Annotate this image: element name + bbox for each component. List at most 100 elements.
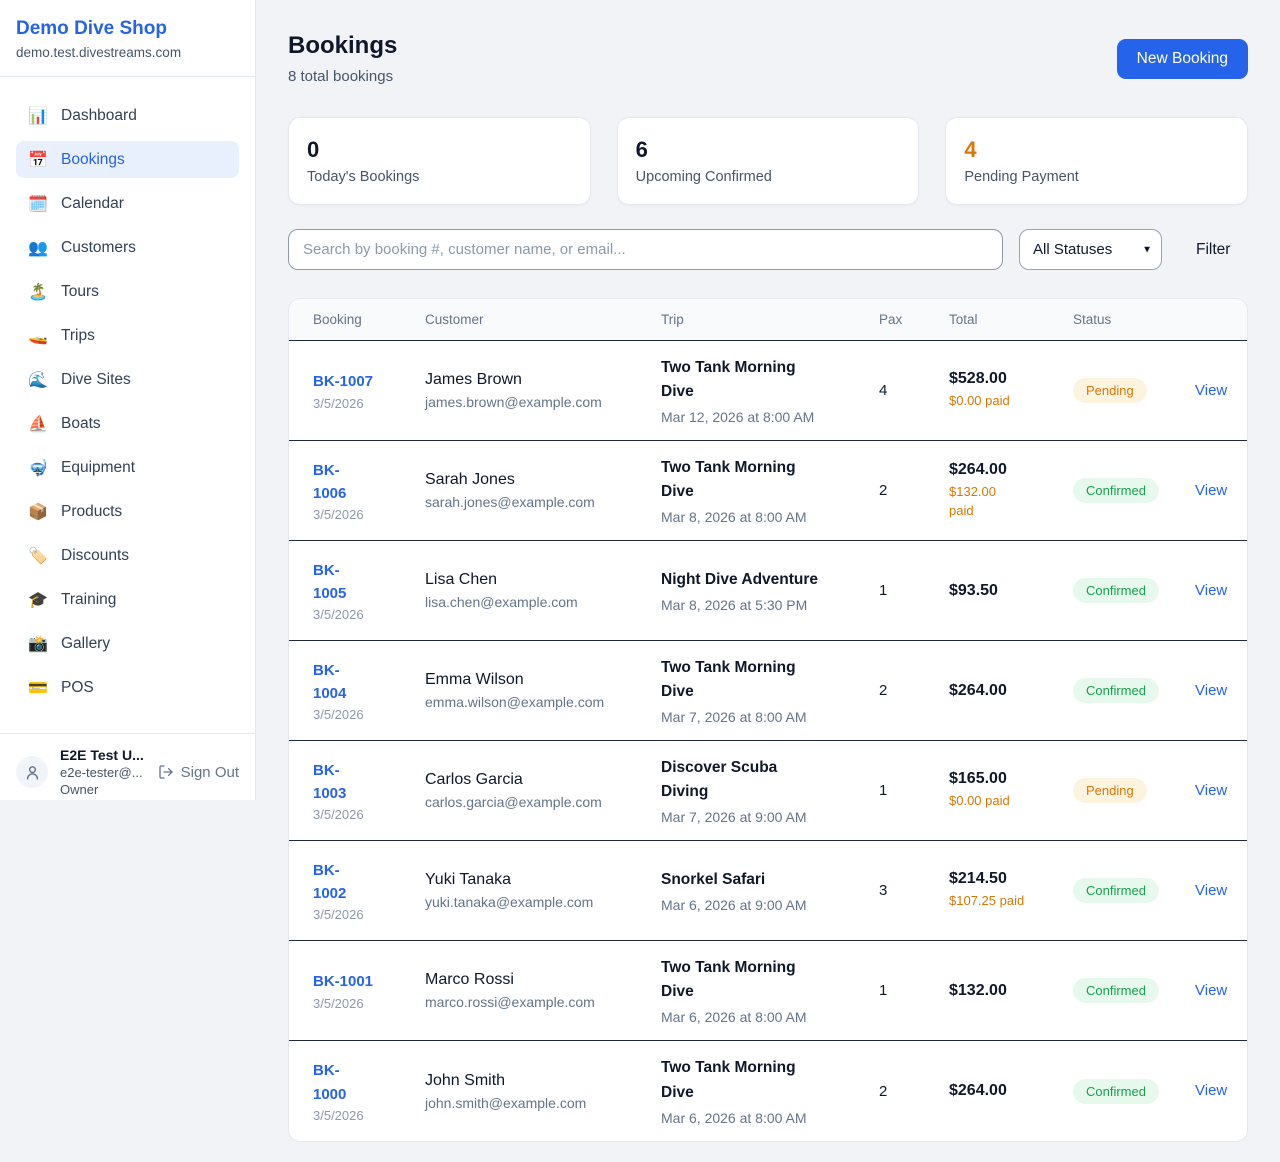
total-cell: $165.00 $0.00 paid: [949, 770, 1073, 811]
stat-value: 6: [635, 137, 648, 162]
view-link[interactable]: View: [1195, 381, 1228, 399]
view-link[interactable]: View: [1195, 881, 1228, 899]
status-badge: Confirmed: [1073, 478, 1159, 503]
total-amount: $132.00: [949, 981, 1007, 999]
sidebar-item-dive-sites[interactable]: 🌊 Dive Sites: [16, 361, 239, 398]
booking-id-link[interactable]: BK- 1000: [313, 1062, 347, 1103]
booking-id-link[interactable]: BK- 1002: [313, 861, 347, 902]
sidebar-item-pos[interactable]: 💳 POS: [16, 669, 239, 706]
booking-cell: BK-1007 3/5/2026: [313, 370, 425, 410]
trip-datetime: Mar 6, 2026 at 9:00 AM: [661, 897, 807, 913]
booking-id-link[interactable]: BK- 1004: [313, 661, 347, 702]
trip-datetime: Mar 6, 2026 at 8:00 AM: [661, 1009, 807, 1026]
view-link[interactable]: View: [1195, 481, 1228, 499]
actions-cell: View: [1195, 782, 1227, 800]
trip-name: Two Tank Morning Dive: [661, 958, 796, 1000]
filter-button[interactable]: Filter: [1196, 240, 1231, 258]
status-cell: Confirmed: [1073, 678, 1195, 703]
sidebar-item-label: Customers: [61, 238, 136, 256]
sidebar-item-label: Tours: [61, 282, 99, 300]
sidebar-nav: 📊 Dashboard 📅 Bookings 🗓️ Calendar 👥 Cus…: [0, 77, 255, 733]
customer-email: yuki.tanaka@example.com: [425, 894, 594, 910]
trip-name: Two Tank Morning Dive: [661, 458, 796, 500]
customer-email: marco.rossi@example.com: [425, 994, 595, 1010]
new-booking-button[interactable]: New Booking: [1116, 39, 1248, 79]
booking-id-link[interactable]: BK-1001: [313, 973, 374, 991]
view-link[interactable]: View: [1195, 1082, 1228, 1099]
total-cell: $264.00: [949, 682, 1073, 700]
booking-cell: BK- 1002 3/5/2026: [313, 859, 425, 923]
column-header-booking: Booking: [313, 312, 362, 327]
sidebar-item-tours[interactable]: 🏝️ Tours: [16, 273, 239, 310]
booking-id-link[interactable]: BK- 1006: [313, 461, 347, 502]
booking-id-link[interactable]: BK- 1005: [313, 561, 347, 602]
sidebar-user-footer: E2E Test U... e2e-tester@... Owner Sign …: [0, 733, 255, 810]
stat-label: Pending Payment: [964, 169, 1079, 185]
trip-cell: Two Tank Morning Dive Mar 6, 2026 at 8:0…: [661, 956, 879, 1025]
sidebar-item-trips[interactable]: 🚤 Trips: [16, 317, 239, 354]
sign-out-button[interactable]: Sign Out: [158, 764, 239, 781]
sidebar-item-calendar[interactable]: 🗓️ Calendar: [16, 185, 239, 222]
customer-name: James Brown: [425, 371, 522, 388]
sidebar-item-products[interactable]: 📦 Products: [16, 493, 239, 530]
status-badge: Confirmed: [1073, 578, 1159, 603]
filter-row: All Statuses ▼ Filter: [288, 229, 1248, 270]
table-row: BK- 1006 3/5/2026 Sarah Jones sarah.jone…: [289, 441, 1247, 541]
stat-label: Today's Bookings: [307, 169, 420, 185]
trip-datetime: Mar 7, 2026 at 9:00 AM: [661, 809, 807, 826]
nav-icon: 📊: [28, 107, 48, 125]
column-header-total: Total: [949, 312, 978, 327]
customer-cell: John Smith john.smith@example.com: [425, 1072, 661, 1111]
sidebar-item-customers[interactable]: 👥 Customers: [16, 229, 239, 266]
sidebar-item-boats[interactable]: ⛵ Boats: [16, 405, 239, 442]
table-row: BK- 1003 3/5/2026 Carlos Garcia carlos.g…: [289, 741, 1247, 841]
actions-cell: View: [1195, 982, 1227, 1000]
trip-cell: Two Tank Morning Dive Mar 7, 2026 at 8:0…: [661, 656, 879, 725]
nav-icon: 🤿: [28, 459, 48, 477]
search-input[interactable]: [288, 229, 1003, 270]
trip-cell: Two Tank Morning Dive Mar 6, 2026 at 8:0…: [661, 1056, 879, 1125]
paid-amount: $132.00 paid: [949, 483, 996, 518]
sidebar-item-training[interactable]: 🎓 Training: [16, 581, 239, 618]
sidebar-item-equipment[interactable]: 🤿 Equipment: [16, 449, 239, 486]
table-row: BK- 1005 3/5/2026 Lisa Chen lisa.chen@ex…: [289, 541, 1247, 641]
stat-card-todays-bookings: 0 Today's Bookings: [288, 117, 591, 205]
trip-datetime: Mar 12, 2026 at 8:00 AM: [661, 409, 815, 426]
trip-datetime: Mar 8, 2026 at 5:30 PM: [661, 597, 808, 613]
booking-cell: BK-1001 3/5/2026: [313, 970, 425, 1010]
booking-date: 3/5/2026: [313, 707, 364, 723]
view-link[interactable]: View: [1195, 681, 1228, 699]
trip-name: Two Tank Morning Dive: [661, 658, 796, 700]
nav-icon: 👥: [28, 239, 48, 257]
customer-cell: Lisa Chen lisa.chen@example.com: [425, 571, 661, 610]
sidebar-item-label: Equipment: [61, 458, 136, 476]
customer-cell: Marco Rossi marco.rossi@example.com: [425, 971, 661, 1010]
sidebar-item-dashboard[interactable]: 📊 Dashboard: [16, 97, 239, 134]
booking-id-link[interactable]: BK- 1003: [313, 761, 347, 802]
sidebar-item-gallery[interactable]: 📸 Gallery: [16, 625, 239, 662]
view-link[interactable]: View: [1195, 581, 1228, 599]
nav-icon: 🏷️: [28, 547, 48, 565]
booking-cell: BK- 1005 3/5/2026: [313, 559, 425, 623]
customer-cell: Carlos Garcia carlos.garcia@example.com: [425, 771, 661, 810]
booking-id-link[interactable]: BK-1007: [313, 373, 374, 391]
total-cell: $528.00 $0.00 paid: [949, 370, 1073, 411]
customer-name: Marco Rossi: [425, 971, 514, 988]
customer-cell: Yuki Tanaka yuki.tanaka@example.com: [425, 871, 661, 910]
customer-cell: James Brown james.brown@example.com: [425, 371, 661, 410]
stat-card-upcoming-confirmed: 6 Upcoming Confirmed: [616, 117, 920, 205]
status-select[interactable]: All Statuses: [1019, 229, 1162, 270]
booking-cell: BK- 1000 3/5/2026: [313, 1059, 425, 1123]
sidebar-item-bookings[interactable]: 📅 Bookings: [16, 141, 239, 178]
view-link[interactable]: View: [1195, 781, 1228, 799]
table-row: BK- 1004 3/5/2026 Emma Wilson emma.wilso…: [289, 641, 1247, 741]
paid-amount: $107.25 paid: [949, 893, 1025, 909]
table-row: BK- 1000 3/5/2026 John Smith john.smith@…: [289, 1041, 1247, 1141]
status-badge: Confirmed: [1073, 678, 1159, 703]
total-cell: $132.00: [949, 982, 1073, 1000]
sidebar-item-discounts[interactable]: 🏷️ Discounts: [16, 537, 239, 574]
nav-icon: 🚤: [28, 327, 48, 345]
table-row: BK-1007 3/5/2026 James Brown james.brown…: [289, 341, 1247, 441]
trip-datetime: Mar 7, 2026 at 8:00 AM: [661, 709, 807, 726]
view-link[interactable]: View: [1195, 981, 1228, 999]
